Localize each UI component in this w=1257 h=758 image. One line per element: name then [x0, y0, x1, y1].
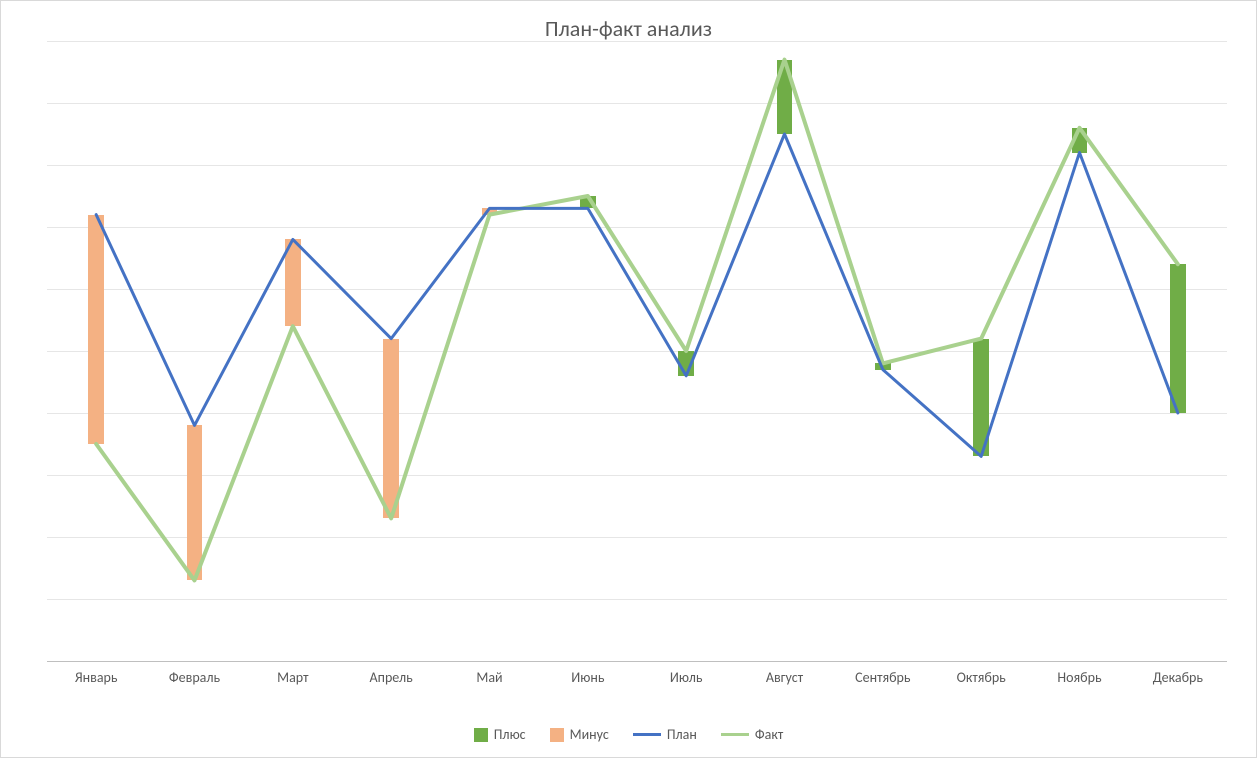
legend-label-minus: Минус: [570, 726, 609, 743]
x-axis-label: Сентябрь: [855, 669, 910, 686]
legend-label-plus: Плюс: [494, 726, 526, 743]
legend-label-plan: План: [667, 726, 697, 743]
x-axis-label: Ноябрь: [1057, 669, 1101, 686]
x-axis-labels: Январь Февраль Март Апрель Май Июнь Июль Август…: [47, 669, 1227, 693]
line-layer: [47, 41, 1227, 661]
x-axis-label: Июль: [670, 669, 703, 686]
legend-item-minus: Минус: [550, 726, 609, 743]
legend-swatch-plus: [474, 728, 488, 742]
plot-area: [47, 41, 1227, 661]
chart-title: План-факт анализ: [1, 15, 1256, 42]
legend-swatch-fact: [721, 733, 749, 736]
x-axis-label: Декабрь: [1153, 669, 1203, 686]
fact-line: [96, 60, 1178, 581]
x-axis-label: Январь: [75, 669, 118, 686]
plan-line: [96, 134, 1178, 456]
x-axis-label: Март: [277, 669, 308, 686]
x-axis-label: Февраль: [169, 669, 220, 686]
x-axis-label: Май: [476, 669, 502, 686]
gridline: [47, 661, 1227, 662]
legend-swatch-plan: [633, 733, 661, 736]
chart-container: План-факт анализ Январь Февраль Март Апрель…: [0, 0, 1257, 758]
legend-swatch-minus: [550, 728, 564, 742]
legend-label-fact: Факт: [755, 726, 783, 743]
legend-item-plan: План: [633, 726, 697, 743]
x-axis-label: Апрель: [370, 669, 413, 686]
x-axis-label: Октябрь: [957, 669, 1006, 686]
legend-item-plus: Плюс: [474, 726, 526, 743]
legend-item-fact: Факт: [721, 726, 783, 743]
x-axis-label: Июнь: [571, 669, 604, 686]
x-axis-label: Август: [766, 669, 803, 686]
legend: Плюс Минус План Факт: [1, 726, 1256, 743]
